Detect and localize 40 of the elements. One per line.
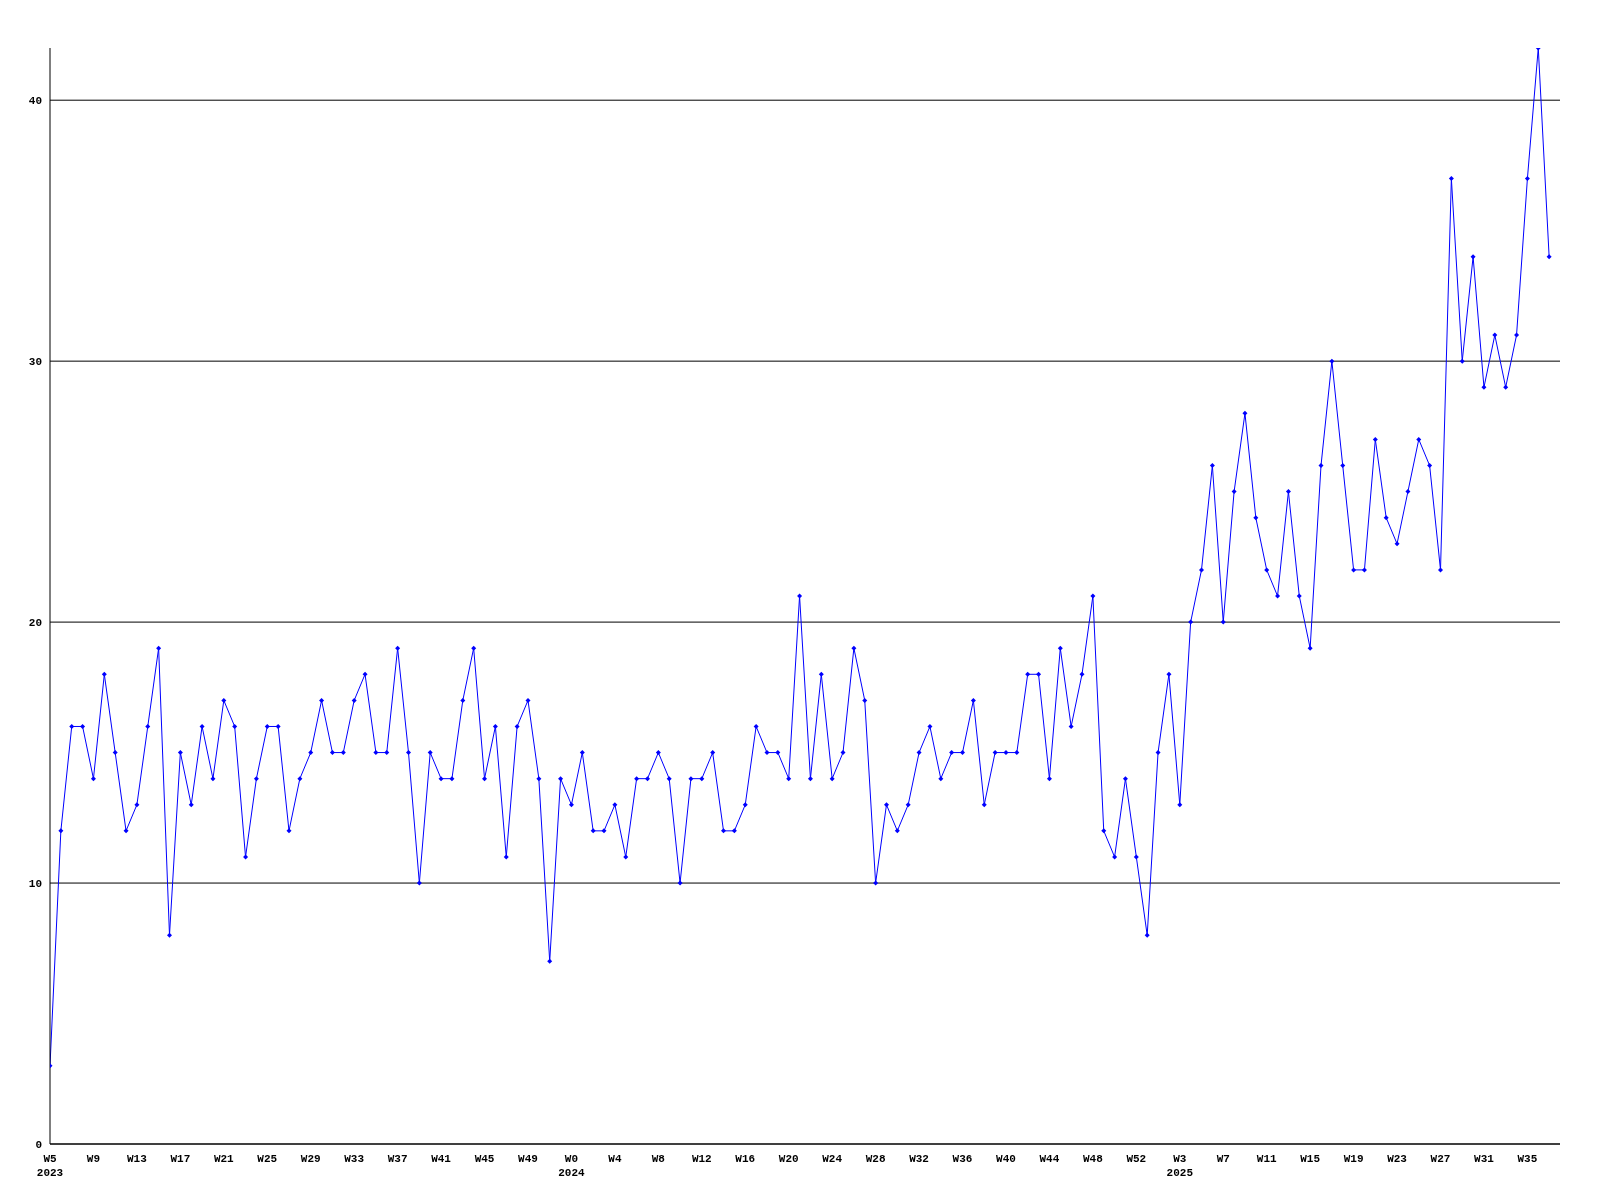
x-tick-label: W49	[518, 1153, 538, 1165]
x-tick-label: W29	[300, 1153, 321, 1165]
y-tick-label: 20	[28, 617, 42, 629]
x-tick-label: W44	[1039, 1153, 1060, 1165]
x-tick-label: W31	[1474, 1153, 1495, 1165]
x-tick-label: W40	[996, 1153, 1016, 1165]
y-tick-label: 40	[28, 95, 42, 108]
x-tick-label: W9	[86, 1153, 101, 1165]
x-tick-label: W17	[170, 1153, 191, 1165]
x-tick-label: W5 2023	[36, 1153, 64, 1179]
x-tick-label: W45	[474, 1153, 495, 1165]
x-tick-label: W36	[952, 1153, 973, 1165]
x-tick-label: W11	[1256, 1153, 1277, 1165]
x-tick-label: W7	[1216, 1153, 1230, 1165]
x-tick-label: W35	[1517, 1153, 1538, 1165]
x-tick-label: W23	[1387, 1153, 1408, 1165]
x-tick-label: W21	[213, 1153, 235, 1165]
x-tick-label: W32	[909, 1153, 929, 1165]
y-tick-label: 0	[35, 1138, 42, 1151]
y-tick-label: 30	[28, 356, 42, 369]
x-tick-label: W28	[865, 1153, 886, 1165]
x-tick-label: W19	[1343, 1153, 1364, 1165]
y-tick-label: 10	[28, 877, 42, 890]
x-tick-label: W24	[822, 1153, 843, 1165]
x-tick-label: W37	[387, 1153, 408, 1165]
x-tick-label: W41	[431, 1153, 452, 1165]
x-tick-label: W8	[651, 1153, 666, 1165]
x-tick-label: W13	[127, 1153, 148, 1165]
x-tick-label: W27	[1430, 1153, 1451, 1165]
x-tick-label: W3 2025	[1166, 1153, 1194, 1179]
x-tick-label: W52	[1126, 1153, 1147, 1165]
x-tick-label: W33	[344, 1153, 365, 1165]
x-tick-label: W25	[257, 1153, 278, 1165]
x-tick-label: W20	[778, 1153, 799, 1165]
x-tick-label: W48	[1082, 1153, 1104, 1165]
x-tick-label: W12	[691, 1153, 712, 1165]
x-tick-label: W0 2024	[558, 1153, 586, 1179]
x-tick-label: W16	[735, 1153, 756, 1165]
x-tick-label: W4	[608, 1153, 622, 1165]
x-tick-label: W15	[1300, 1153, 1321, 1165]
